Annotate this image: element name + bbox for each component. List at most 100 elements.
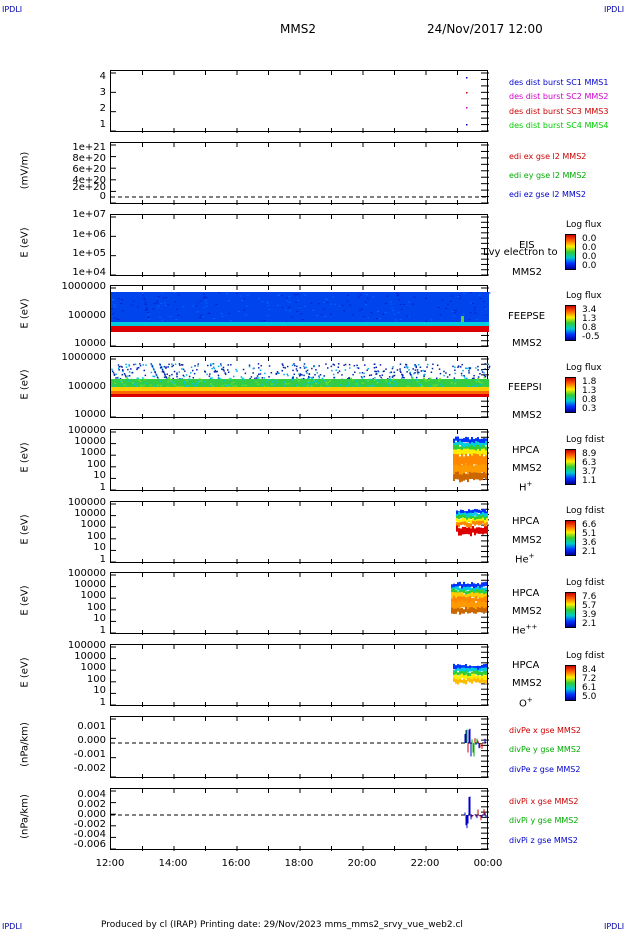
spectrogram-cell (477, 592, 479, 598)
spectrogram-cell (243, 298, 246, 300)
spectrogram-cell (471, 673, 473, 680)
spectrogram-cell (323, 379, 326, 382)
spectrogram-cell (255, 377, 258, 379)
spectrogram-cell (475, 450, 477, 456)
spectrogram-cell (295, 301, 298, 303)
spectrogram-cell (308, 373, 311, 375)
spectrogram-cell (326, 299, 329, 301)
spectrogram-cell (455, 464, 457, 474)
spectrogram-cell (450, 382, 453, 384)
spectrogram-cell (161, 369, 164, 371)
spectrogram-cell (213, 371, 216, 373)
spectrogram-cell (120, 303, 123, 305)
corner-mark-bl: IPDLI (2, 922, 23, 931)
spectrogram-cell (483, 608, 485, 614)
spectrogram-cell (472, 518, 474, 522)
spectrogram-cell (488, 366, 490, 369)
spectrogram-cell (220, 364, 222, 367)
spectrogram-cell (381, 374, 384, 376)
spectrogram-cell (209, 373, 211, 375)
spectrogram-cell (428, 378, 430, 380)
spectrogram-cell (469, 449, 471, 457)
spectrogram-cell (459, 456, 461, 468)
spectrogram-cell (315, 369, 317, 371)
colorbar-tick: 6.1 (582, 683, 597, 693)
spectrogram-cell (477, 454, 479, 466)
spectrogram-cell (312, 376, 314, 379)
corner-mark-tr: IPDLI (604, 5, 625, 14)
spectrogram-cell (287, 374, 289, 377)
spectrogram-cell (197, 363, 200, 365)
spectrogram-cell (316, 314, 319, 316)
spectrogram-cell (200, 380, 203, 382)
spectrogram-cell (373, 367, 376, 369)
spectrogram-cell (221, 385, 224, 387)
spectrogram-cell (467, 677, 469, 682)
spectrogram-cell (192, 376, 195, 379)
spectrogram-cell (460, 522, 462, 526)
spectrogram-cell (470, 292, 473, 294)
tick-label: 100000 (67, 425, 106, 436)
spectrogram-cell (163, 302, 166, 304)
spectrogram-cell (283, 385, 286, 387)
spectrogram-cell (457, 586, 459, 591)
spectrogram-cell (487, 320, 490, 322)
spectrogram-cell (440, 385, 443, 388)
spectrogram-cell (457, 672, 459, 676)
spectrogram-cell (414, 378, 417, 381)
spectrogram-cell (408, 380, 411, 383)
spectrogram-cell (463, 374, 465, 377)
spectrogram-cell (484, 308, 487, 310)
spectrogram-cell (224, 373, 227, 376)
legend-entry: des dist burst SC2 MMS2 (509, 92, 609, 101)
spectrogram-cell (303, 367, 306, 369)
spectrogram-cell (481, 589, 483, 594)
spectrogram-cell (483, 582, 485, 587)
spectrogram-cell (218, 292, 221, 294)
spectrogram-cell (210, 363, 212, 365)
spectrogram-cell (169, 378, 172, 381)
spectrogram-cell (477, 437, 479, 443)
spectrogram-cell (168, 363, 170, 366)
spectrogram-cell (459, 449, 461, 455)
colorbar-tick: 6.3 (582, 458, 597, 468)
spectrogram-cell (272, 384, 275, 386)
spectrogram-cell (165, 376, 168, 379)
spectrogram-cell (430, 385, 433, 387)
spectrogram-cell (388, 384, 391, 386)
spectrogram-cell (466, 522, 468, 528)
spectrogram-cell (162, 370, 165, 373)
legend-entry: divPi y gse MMS2 (509, 816, 579, 825)
spectrogram-cell (145, 382, 148, 385)
spectrogram-cell (117, 377, 119, 379)
spectrogram-cell (471, 449, 473, 457)
spectrogram-cell (422, 369, 424, 372)
legend-entry: divPi x gse MMS2 (509, 797, 579, 806)
spectrogram-cell (414, 372, 416, 374)
spectrogram-cell (482, 527, 484, 535)
overlay-label: Lvy electron to (483, 247, 558, 258)
spectrogram-cell (452, 365, 454, 368)
tick-label: 10000 (74, 651, 106, 662)
spectrogram-cell (481, 472, 483, 481)
spectrogram-cell (237, 310, 240, 312)
spectrogram-cell (288, 296, 291, 298)
tick-label: 0.002 (77, 799, 106, 810)
divpe-ylabel: (nPa/km) (19, 722, 31, 767)
tick-label: -0.006 (73, 839, 106, 850)
spectrogram-cell (132, 300, 135, 302)
spectrogram-cell (459, 446, 461, 452)
spectrogram-cell (480, 520, 482, 526)
spectrogram-cell (430, 371, 433, 374)
spectrogram-cell (315, 380, 318, 382)
spectrogram-cell (217, 365, 220, 368)
spectrogram-cell (485, 446, 487, 452)
spectrogram-cell (457, 442, 459, 447)
spectrogram-cell (460, 528, 462, 536)
spectrogram-cell (218, 378, 221, 380)
spectrogram-cell (120, 380, 123, 383)
spectrogram-cell (479, 597, 481, 605)
spectrogram-cell (288, 306, 291, 308)
spectrogram-cell (472, 526, 474, 533)
spectrogram-cell (485, 314, 488, 316)
